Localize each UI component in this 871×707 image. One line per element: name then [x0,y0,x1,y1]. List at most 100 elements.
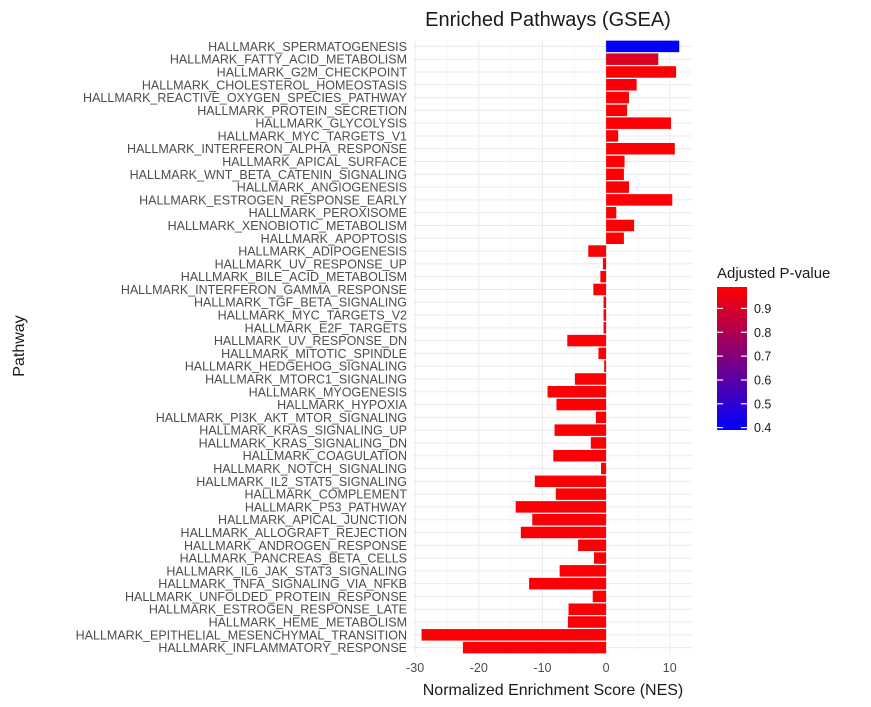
bar-hallmark-mtorc1-signaling [574,373,607,385]
y-tick-label: HALLMARK_MITOTIC_SPINDLE [221,347,407,361]
bar-hallmark-g2m-checkpoint [606,66,677,78]
y-tick-label: HALLMARK_ESTROGEN_RESPONSE_EARLY [139,193,408,207]
y-tick-label: HALLMARK_CHOLESTEROL_HOMEOSTASIS [142,78,407,92]
bar-hallmark-myogenesis [547,386,607,398]
y-tick-label: HALLMARK_EPITHELIAL_MESENCHYMAL_TRANSITI… [76,628,407,642]
bar-hallmark-protein-secretion [606,104,628,117]
bar-hallmark-bile-acid-metabolism [600,270,607,283]
y-tick-label: HALLMARK_FATTY_ACID_METABOLISM [170,53,407,67]
chart-title: Enriched Pathways (GSEA) [425,9,671,31]
bar-hallmark-adipogenesis [588,245,607,257]
legend-tick-label: 0.9 [754,302,771,316]
y-tick-label: HALLMARK_PANCREAS_BETA_CELLS [180,552,407,566]
y-tick-label: HALLMARK_TNFA_SIGNALING_VIA_NFKB [158,577,407,591]
y-tick-label: HALLMARK_ANGIOGENESIS [237,181,407,195]
x-tick-label: -20 [470,661,488,675]
legend: Adjusted P-value 0.9 0.8 0.7 0.6 0.5 0.4 [717,265,830,435]
x-axis-title: Normalized Enrichment Score (NES) [423,682,684,699]
y-tick-label: HALLMARK_COAGULATION [243,449,407,463]
bar-hallmark-myc-targets-v1 [606,130,619,142]
bar-hallmark-mitotic-spindle [598,347,607,360]
y-tick-label: HALLMARK_INTERFERON_GAMMA_RESPONSE [121,283,407,297]
bar-hallmark-hedgehog-signaling [604,360,607,372]
bar-hallmark-cholesterol-homeostasis [606,79,637,91]
grid-lines [412,40,692,654]
y-tick-label: HALLMARK_NOTCH_SIGNALING [213,462,407,476]
bar-hallmark-unfolded-protein-response [592,590,607,603]
y-tick-label: HALLMARK_ADIPOGENESIS [238,245,407,259]
bar-hallmark-il2-stat5-signaling [534,475,607,488]
bar-hallmark-estrogen-response-early [606,194,673,206]
y-tick-label: HALLMARK_PEROXISOME [249,206,407,220]
y-tick-label: HALLMARK_HYPOXIA [277,398,408,412]
legend-tick-label: 0.7 [754,350,771,364]
bar-hallmark-estrogen-response-late [568,603,607,615]
bar-hallmark-hypoxia [556,398,607,411]
bar-hallmark-coagulation [553,449,607,462]
y-tick-label: HALLMARK_PI3K_AKT_MTOR_SIGNALING [156,411,407,425]
bar-hallmark-inflammatory-response [462,641,607,654]
bar-hallmark-wnt-beta-catenin-signaling [606,168,624,181]
bar-hallmark-fatty-acid-metabolism [606,53,659,65]
bar-hallmark-angiogenesis [606,181,629,193]
y-tick-label: HALLMARK_APICAL_JUNCTION [218,513,407,527]
bar-hallmark-notch-signaling [601,462,607,475]
bar-hallmark-kras-signaling-up [554,424,607,436]
y-tick-label: HALLMARK_P53_PATHWAY [245,500,408,514]
bar-hallmark-apoptosis [606,232,624,245]
y-tick-label: HALLMARK_MTORC1_SIGNALING [205,372,407,386]
bar-hallmark-pancreas-beta-cells [594,552,607,564]
legend-ticks: 0.9 0.8 0.7 0.6 0.5 0.4 [717,302,771,435]
bar-hallmark-tnfa-signaling-via-nfkb [529,577,607,590]
y-tick-label: HALLMARK_HEDGEHOG_SIGNALING [185,360,407,374]
y-tick-label: HALLMARK_PROTEIN_SECRETION [197,104,407,118]
x-tick-label: -10 [533,661,551,675]
y-tick-label: HALLMARK_MYC_TARGETS_V2 [218,309,407,323]
bar-hallmark-interferon-alpha-response [606,142,675,155]
bar-hallmark-p53-pathway [515,501,607,513]
bars [421,40,680,654]
y-tick-label: HALLMARK_HEME_METABOLISM [209,616,407,630]
y-tick-label: HALLMARK_ANDROGEN_RESPONSE [184,539,407,553]
y-tick-label: HALLMARK_APICAL_SURFACE [222,155,407,169]
y-tick-label: HALLMARK_TGF_BETA_SIGNALING [194,296,407,310]
legend-tick-label: 0.4 [754,421,771,435]
bar-hallmark-glycolysis [606,117,671,129]
bar-hallmark-pi3k-akt-mtor-signaling [595,411,607,424]
x-tick-label: 0 [603,661,610,675]
y-tick-label: HALLMARK_BILE_ACID_METABOLISM [181,270,407,284]
x-tick-labels: -30 -20 -10 0 10 [406,661,677,675]
y-tick-label: HALLMARK_APOPTOSIS [261,232,407,246]
bar-hallmark-myc-targets-v2 [603,309,607,321]
x-tick-label: -30 [406,661,424,675]
bar-hallmark-tgf-beta-signaling [603,296,607,308]
y-tick-label: HALLMARK_SPERMATOGENESIS [208,40,407,54]
bar-hallmark-apical-surface [606,155,625,168]
bar-hallmark-peroxisome [606,206,617,219]
y-tick-label: HALLMARK_REACTIVE_OXYGEN_SPECIES_PATHWAY [83,91,408,105]
y-tick-label: HALLMARK_MYC_TARGETS_V1 [218,129,407,143]
bar-hallmark-reactive-oxygen-species-pathway [606,91,629,104]
y-tick-label: HALLMARK_WNT_BETA_CATENIN_SIGNALING [130,168,407,182]
y-tick-label: HALLMARK_UV_RESPONSE_DN [214,334,407,348]
y-tick-label: HALLMARK_INTERFERON_ALPHA_RESPONSE [127,142,407,156]
bar-hallmark-epithelial-mesenchymal-transition [421,629,607,641]
bar-hallmark-uv-response-dn [567,334,607,347]
legend-tick-label: 0.6 [754,373,771,387]
y-tick-label: HALLMARK_ESTROGEN_RESPONSE_LATE [149,603,407,617]
y-tick-label: HALLMARK_COMPLEMENT [244,488,407,502]
y-tick-label: HALLMARK_UV_RESPONSE_UP [215,257,407,271]
y-tick-label: HALLMARK_ALLOGRAFT_REJECTION [181,526,407,540]
bar-hallmark-apical-junction [532,513,607,526]
bar-hallmark-interferon-gamma-response [593,283,607,296]
bar-hallmark-complement [555,488,607,500]
legend-colorbar [717,287,747,430]
legend-title: Adjusted P-value [717,265,830,282]
legend-tick-label: 0.8 [754,326,771,340]
bar-hallmark-il6-jak-stat3-signaling [559,565,607,577]
x-tick-label: 10 [663,661,677,675]
y-axis-title: Pathway [11,315,28,376]
y-tick-label: HALLMARK_KRAS_SIGNALING_DN [199,436,407,450]
bar-hallmark-kras-signaling-dn [590,437,607,449]
